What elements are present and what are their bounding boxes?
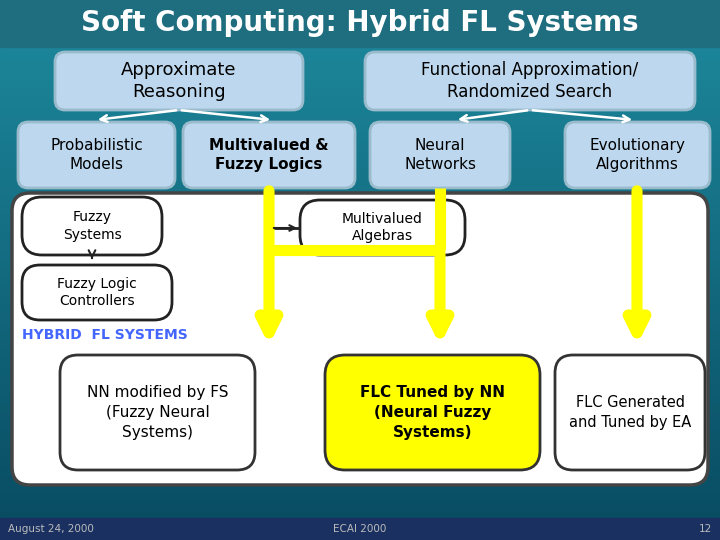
FancyBboxPatch shape <box>300 200 465 255</box>
Bar <box>0 26 720 36</box>
Bar <box>0 323 720 333</box>
Text: NN modified by FS
(Fuzzy Neural
Systems): NN modified by FS (Fuzzy Neural Systems) <box>86 385 228 440</box>
Bar <box>0 494 720 504</box>
Text: ECAI 2000: ECAI 2000 <box>333 524 387 534</box>
Bar <box>0 179 720 189</box>
Bar <box>0 197 720 207</box>
Bar <box>0 404 720 414</box>
Bar <box>0 260 720 270</box>
FancyBboxPatch shape <box>12 193 708 485</box>
Text: Neural
Networks: Neural Networks <box>404 138 476 172</box>
Bar <box>0 296 720 306</box>
FancyBboxPatch shape <box>55 52 303 110</box>
Bar <box>0 350 720 360</box>
Bar <box>0 242 720 252</box>
Bar <box>0 359 720 369</box>
Text: Fuzzy Logic
Controllers: Fuzzy Logic Controllers <box>57 277 137 308</box>
Bar <box>0 305 720 315</box>
Bar <box>0 332 720 342</box>
Bar <box>0 98 720 108</box>
Text: FLC Tuned by NN
(Neural Fuzzy
Systems): FLC Tuned by NN (Neural Fuzzy Systems) <box>360 385 505 440</box>
Bar <box>0 395 720 405</box>
FancyBboxPatch shape <box>22 265 172 320</box>
Bar <box>0 8 720 18</box>
Bar <box>0 503 720 513</box>
Bar <box>0 449 720 459</box>
FancyBboxPatch shape <box>183 122 355 188</box>
Text: 12: 12 <box>698 524 712 534</box>
Bar <box>0 143 720 153</box>
FancyBboxPatch shape <box>370 122 510 188</box>
Bar <box>0 152 720 162</box>
Text: HYBRID  FL SYSTEMS: HYBRID FL SYSTEMS <box>22 328 188 342</box>
Bar <box>0 0 720 47</box>
Bar <box>0 368 720 378</box>
Bar <box>0 521 720 531</box>
Bar <box>0 386 720 396</box>
Bar <box>0 17 720 27</box>
Bar <box>0 134 720 144</box>
FancyBboxPatch shape <box>365 52 695 110</box>
Text: Approximate
Reasoning: Approximate Reasoning <box>121 61 237 101</box>
Bar <box>0 35 720 45</box>
Bar <box>0 518 720 540</box>
Bar <box>0 215 720 225</box>
Bar <box>0 125 720 135</box>
Text: August 24, 2000: August 24, 2000 <box>8 524 94 534</box>
Bar <box>0 44 720 54</box>
Bar <box>0 287 720 297</box>
Bar <box>0 476 720 486</box>
Bar <box>0 341 720 351</box>
Bar <box>0 422 720 432</box>
Bar <box>0 170 720 180</box>
Text: Probabilistic
Models: Probabilistic Models <box>50 138 143 172</box>
Text: Evolutionary
Algorithms: Evolutionary Algorithms <box>590 138 685 172</box>
Text: Multivalued &
Fuzzy Logics: Multivalued & Fuzzy Logics <box>210 138 329 172</box>
Bar <box>0 512 720 522</box>
FancyBboxPatch shape <box>565 122 710 188</box>
FancyBboxPatch shape <box>325 355 540 470</box>
Bar <box>0 413 720 423</box>
Bar <box>0 116 720 126</box>
Bar <box>0 53 720 63</box>
Bar <box>0 431 720 441</box>
Text: Fuzzy
Systems: Fuzzy Systems <box>63 211 122 241</box>
Text: Multivalued
Algebras: Multivalued Algebras <box>342 212 423 243</box>
Bar <box>0 71 720 81</box>
Bar <box>0 278 720 288</box>
Bar <box>0 206 720 216</box>
FancyBboxPatch shape <box>555 355 705 470</box>
Bar <box>0 62 720 72</box>
FancyBboxPatch shape <box>60 355 255 470</box>
Bar <box>0 251 720 261</box>
Bar <box>0 0 720 9</box>
Bar <box>0 377 720 387</box>
FancyBboxPatch shape <box>18 122 175 188</box>
Text: Functional Approximation/
Randomized Search: Functional Approximation/ Randomized Sea… <box>421 61 639 101</box>
Bar <box>0 89 720 99</box>
FancyBboxPatch shape <box>22 197 162 255</box>
Text: Soft Computing: Hybrid FL Systems: Soft Computing: Hybrid FL Systems <box>81 9 639 37</box>
Bar <box>0 467 720 477</box>
Bar <box>0 188 720 198</box>
Bar <box>0 161 720 171</box>
Bar <box>0 224 720 234</box>
Bar <box>0 269 720 279</box>
Bar <box>0 485 720 495</box>
Bar <box>0 107 720 117</box>
Bar <box>0 233 720 243</box>
Bar <box>0 530 720 540</box>
Bar <box>0 458 720 468</box>
Text: FLC Generated
and Tuned by EA: FLC Generated and Tuned by EA <box>569 395 691 430</box>
Bar <box>0 314 720 324</box>
Bar <box>0 80 720 90</box>
Bar <box>0 440 720 450</box>
